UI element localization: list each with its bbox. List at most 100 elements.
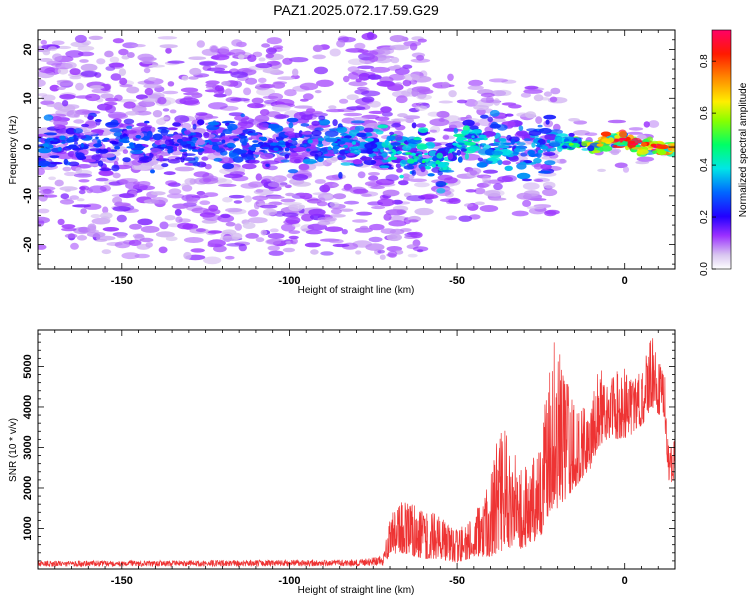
- heatmap-cell: [164, 215, 176, 221]
- heatmap-cell: [265, 163, 270, 167]
- heatmap-cell: [201, 156, 209, 161]
- heatmap-cell: [482, 131, 497, 137]
- heatmap-cell: [152, 110, 163, 118]
- heatmap-cell: [241, 152, 248, 159]
- heatmap-cell: [56, 86, 66, 91]
- heatmap-peak: [596, 143, 604, 147]
- heatmap-cell: [650, 140, 659, 145]
- heatmap-peak: [413, 158, 418, 162]
- heatmap-peak: [481, 143, 486, 146]
- heatmap-cell: [243, 195, 252, 203]
- heatmap-cell: [489, 123, 501, 129]
- heatmap-cell: [46, 103, 65, 108]
- heatmap-cell: [513, 148, 521, 153]
- heatmap-cell: [424, 137, 436, 142]
- heatmap-cell: [332, 119, 338, 127]
- heatmap-cell: [256, 122, 269, 129]
- heatmap-cell: [544, 160, 556, 166]
- heatmap-peak: [303, 144, 307, 147]
- heatmap-cell: [119, 77, 128, 85]
- heatmap-cell: [135, 94, 148, 100]
- heatmap-x-tick-label: 0: [622, 275, 628, 287]
- colorbar: 0.0 0.2 0.4 0.6 0.8 Normalized spectral ampl…: [699, 29, 749, 276]
- heatmap-cell: [329, 48, 341, 57]
- heatmap-cell: [329, 202, 340, 208]
- heatmap-peak: [61, 141, 66, 144]
- heatmap-cell: [395, 163, 402, 169]
- heatmap-peak: [135, 134, 142, 139]
- heatmap-cell: [462, 119, 475, 127]
- colorbar-tick-label: 0.8: [699, 54, 710, 68]
- heatmap-cell: [162, 108, 170, 112]
- heatmap-peak: [165, 145, 174, 150]
- snr-x-tick-label: -50: [449, 575, 465, 587]
- heatmap-cell: [214, 91, 223, 95]
- heatmap-cell: [549, 140, 561, 147]
- heatmap-cell: [614, 134, 621, 139]
- heatmap-cell: [87, 225, 97, 234]
- heatmap-peak: [289, 145, 297, 149]
- heatmap-peak: [238, 135, 248, 139]
- heatmap-cell: [57, 218, 65, 226]
- heatmap-peak: [625, 136, 631, 141]
- heatmap-cell: [73, 119, 85, 124]
- heatmap-peak: [327, 146, 332, 151]
- heatmap-cell: [373, 159, 383, 166]
- heatmap-cell: [437, 174, 453, 181]
- heatmap-cell: [78, 226, 91, 233]
- heatmap-cell: [123, 118, 135, 125]
- heatmap-cell: [76, 235, 88, 241]
- heatmap-cell: [524, 85, 539, 90]
- heatmap-cell: [412, 246, 429, 252]
- heatmap-cell: [51, 40, 65, 46]
- heatmap-cell: [248, 217, 268, 224]
- heatmap-cell: [368, 172, 380, 176]
- heatmap-cell: [141, 135, 150, 141]
- heatmap-cell: [448, 197, 461, 204]
- heatmap-cell: [77, 135, 87, 140]
- colorbar-ticks: 0.0 0.2 0.4 0.6 0.8: [699, 54, 716, 276]
- heatmap-cell: [231, 39, 243, 47]
- heatmap-cell: [336, 39, 346, 48]
- heatmap-cell: [504, 165, 513, 171]
- heatmap-cell: [600, 145, 613, 152]
- heatmap-peak: [668, 147, 673, 151]
- heatmap-peak: [307, 139, 313, 144]
- heatmap-cell: [140, 225, 160, 233]
- heatmap-peak: [537, 149, 544, 154]
- heatmap-cell: [497, 176, 513, 183]
- heatmap-cell: [429, 129, 437, 133]
- heatmap-cell: [295, 192, 307, 196]
- heatmap-cell: [117, 99, 137, 103]
- heatmap-cell: [101, 249, 112, 255]
- snr-y-tick-label: 3000: [22, 435, 34, 459]
- heatmap-cell: [70, 242, 79, 250]
- heatmap-cell: [511, 210, 529, 217]
- heatmap-cell: [322, 184, 330, 193]
- heatmap-peak: [473, 138, 477, 141]
- heatmap-cell: [189, 91, 199, 95]
- heatmap-cell: [347, 58, 366, 66]
- heatmap-cell: [354, 125, 365, 131]
- heatmap-cell: [102, 227, 120, 232]
- heatmap-cell: [203, 178, 212, 183]
- heatmap-cell: [318, 115, 326, 121]
- heatmap-cell: [314, 90, 322, 94]
- heatmap-cell: [60, 193, 70, 200]
- heatmap-cell: [356, 132, 367, 138]
- heatmap-cell: [240, 117, 254, 124]
- heatmap-cell: [544, 210, 557, 217]
- heatmap-cell: [150, 197, 168, 205]
- heatmap-cell: [234, 223, 242, 231]
- heatmap-peak: [167, 149, 171, 154]
- heatmap-peak: [478, 134, 487, 138]
- heatmap-cell: [255, 237, 265, 243]
- heatmap-cell: [619, 131, 627, 138]
- heatmap-cell: [97, 148, 109, 154]
- heatmap-cell: [317, 216, 337, 222]
- heatmap-cell: [265, 47, 277, 55]
- heatmap-cell: [447, 152, 454, 160]
- heatmap-cell: [411, 122, 417, 129]
- heatmap-cell: [59, 199, 75, 205]
